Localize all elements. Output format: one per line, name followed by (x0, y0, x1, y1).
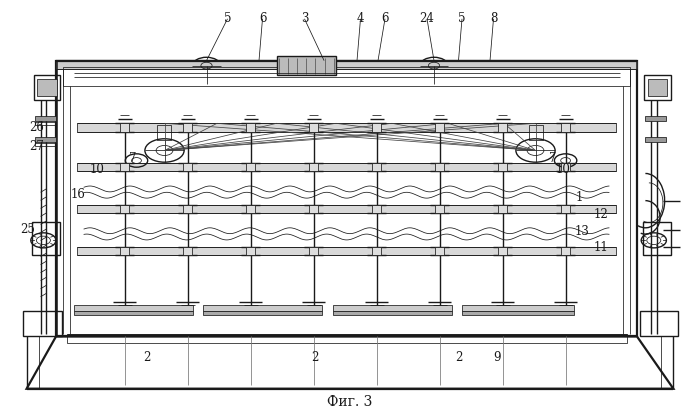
Bar (498, 205, 507, 213)
Bar (435, 123, 444, 132)
Text: 27: 27 (29, 140, 44, 153)
Bar (32, 222, 60, 255)
Bar (56, 61, 637, 336)
Bar (35, 122, 56, 125)
Text: Фиг. 3: Фиг. 3 (328, 395, 372, 409)
Text: 6: 6 (382, 12, 388, 25)
Bar (309, 123, 318, 132)
Text: 16: 16 (71, 188, 86, 201)
Bar (648, 79, 667, 96)
Bar (435, 247, 444, 255)
Bar (74, 305, 193, 311)
Bar (74, 311, 193, 315)
Bar (644, 75, 671, 100)
Text: 9: 9 (494, 351, 500, 364)
Bar (640, 311, 678, 336)
Bar (120, 123, 129, 132)
Text: 3: 3 (301, 12, 308, 25)
Bar (498, 163, 507, 171)
Text: 2: 2 (455, 351, 462, 364)
Bar (120, 163, 129, 171)
Text: 13: 13 (575, 225, 590, 239)
Bar (203, 311, 322, 315)
Bar (183, 247, 192, 255)
Bar (561, 205, 570, 213)
Text: 26: 26 (29, 121, 44, 134)
Text: 10: 10 (556, 163, 571, 176)
Bar (77, 123, 616, 132)
Bar (120, 247, 129, 255)
Bar (498, 247, 507, 255)
Bar (23, 311, 62, 336)
Bar (372, 247, 381, 255)
Bar (66, 334, 626, 343)
Text: 4: 4 (357, 12, 364, 25)
Bar (203, 305, 322, 311)
Bar (183, 163, 192, 171)
Bar (246, 123, 255, 132)
Text: 12: 12 (593, 207, 608, 221)
Bar (34, 75, 60, 100)
Bar (56, 61, 637, 69)
Bar (372, 123, 381, 132)
Bar (77, 247, 616, 255)
Text: 10: 10 (89, 163, 104, 176)
Bar (462, 311, 574, 315)
Bar (528, 125, 542, 140)
Bar (183, 205, 192, 213)
Bar (158, 125, 172, 140)
Bar (35, 116, 56, 121)
Bar (561, 247, 570, 255)
Text: 1: 1 (576, 191, 583, 204)
Bar (246, 247, 255, 255)
Bar (309, 163, 318, 171)
Bar (276, 56, 336, 75)
Text: 24: 24 (419, 12, 435, 25)
Text: 2: 2 (144, 351, 150, 364)
Bar (246, 163, 255, 171)
Bar (37, 79, 57, 96)
Bar (77, 163, 616, 171)
Text: 6: 6 (259, 12, 266, 25)
Text: 7: 7 (550, 152, 556, 166)
Bar (561, 123, 570, 132)
Text: 7: 7 (130, 152, 136, 166)
Bar (462, 305, 574, 311)
Bar (63, 67, 630, 86)
Bar (435, 205, 444, 213)
Bar (309, 247, 318, 255)
Bar (561, 163, 570, 171)
Bar (645, 137, 666, 142)
Text: 8: 8 (490, 12, 497, 25)
Bar (183, 123, 192, 132)
Bar (120, 205, 129, 213)
Bar (35, 137, 56, 142)
Bar (643, 222, 671, 255)
Bar (372, 163, 381, 171)
Text: 25: 25 (20, 223, 36, 237)
Bar (332, 311, 452, 315)
Text: 5: 5 (458, 12, 466, 25)
Bar (435, 163, 444, 171)
Text: 5: 5 (224, 12, 231, 25)
Bar (645, 116, 666, 121)
Bar (498, 123, 507, 132)
Bar (35, 143, 56, 146)
Bar (309, 205, 318, 213)
Bar (372, 205, 381, 213)
Bar (246, 205, 255, 213)
Text: 11: 11 (593, 241, 608, 254)
Text: 2: 2 (312, 351, 318, 364)
Bar (77, 205, 616, 213)
Bar (332, 305, 452, 311)
